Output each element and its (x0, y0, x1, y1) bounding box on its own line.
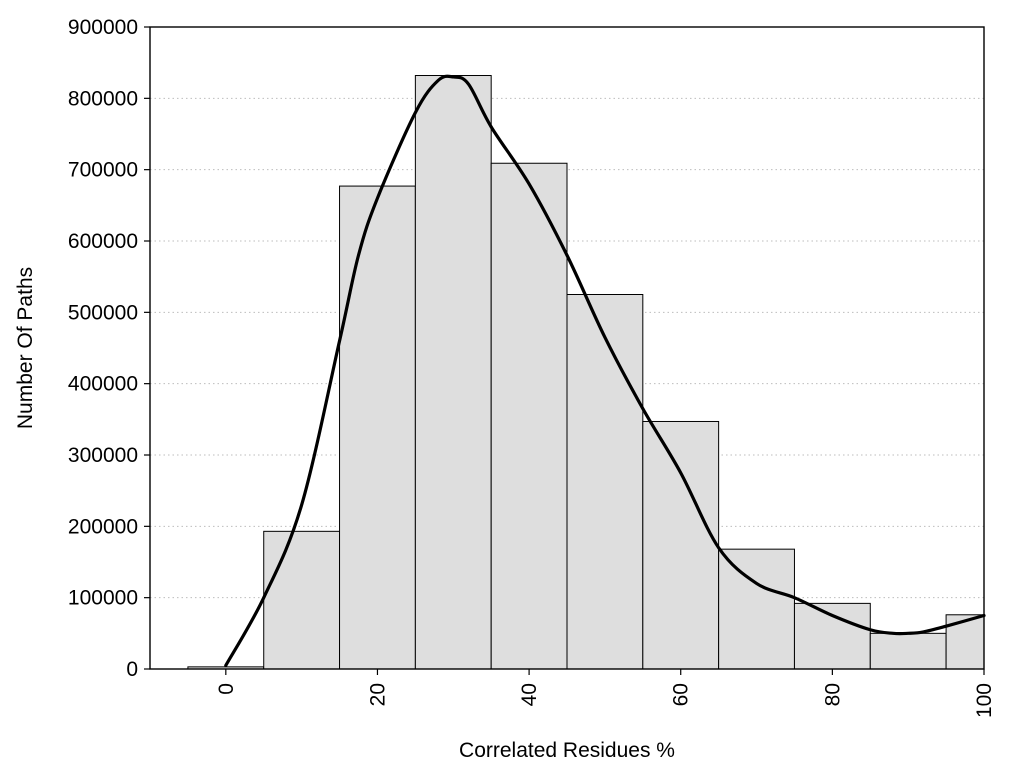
x-tick-label: 0 (215, 683, 238, 695)
y-tick-label: 400000 (68, 373, 138, 396)
histogram-bar (490, 162, 568, 670)
histogram-bar (642, 420, 720, 670)
y-tick-label: 500000 (68, 301, 138, 324)
x-tick-label: 20 (366, 683, 389, 706)
histogram-bar (869, 632, 947, 670)
x-tick-label: 80 (821, 683, 844, 706)
histogram-bar (339, 185, 416, 670)
histogram-bar (718, 548, 795, 670)
x-tick-label: 100 (973, 683, 996, 718)
x-tick-label: 60 (670, 683, 693, 706)
x-axis-ticks: 0 20 40 60 80 100 (215, 669, 996, 718)
y-tick-label: 100000 (68, 587, 138, 610)
histogram-bar (945, 614, 985, 670)
y-axis-label: Number Of Paths (14, 267, 37, 429)
histogram-bar (263, 530, 341, 670)
y-tick-label: 200000 (68, 515, 138, 538)
y-tick-label: 800000 (68, 87, 138, 110)
y-tick-label: 600000 (68, 230, 138, 253)
y-tick-label: 900000 (68, 16, 138, 39)
y-tick-label: 0 (126, 658, 138, 681)
histogram-bar (566, 294, 644, 670)
histogram-bar (414, 75, 492, 670)
bars-layer (187, 75, 985, 670)
histogram-bar (793, 602, 871, 670)
y-axis-ticks: 0 100000 200000 300000 400000 500000 600000 700… (68, 16, 150, 681)
density-curve (224, 74, 986, 668)
y-tick-label: 300000 (68, 444, 138, 467)
x-axis-label: Correlated Residues % (459, 739, 675, 762)
x-tick-label: 40 (518, 683, 541, 706)
y-tick-label: 700000 (68, 159, 138, 182)
plot-frame (149, 26, 985, 670)
